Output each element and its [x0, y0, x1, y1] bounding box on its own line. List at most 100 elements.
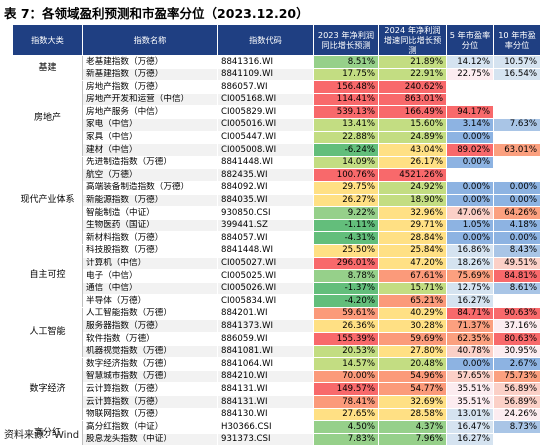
table-row: 基建 老基建指数（万德） 8841316.WI 8.51% 21.89% 14.12% 10…: [12, 54, 541, 82]
index-name-cell: 云计算指数（万德）: [82, 395, 218, 409]
index-code-cell: CI005447.WI: [217, 130, 314, 145]
growth-2023-cell: 8.78%: [313, 269, 379, 283]
index-code-cell: 884210.WI: [217, 369, 314, 384]
index-name-cell: 建材（中信）: [82, 143, 218, 157]
growth-2024-cell: 40.29%: [378, 306, 447, 321]
index-code-cell: 884130.WI: [217, 407, 314, 422]
growth-2023-cell: 13.41%: [313, 117, 379, 132]
growth-2023-cell: 7.83%: [313, 432, 379, 446]
growth-2024-cell: 7.96%: [378, 432, 447, 446]
index-code-cell: 886057.WI: [217, 80, 314, 94]
growth-2024-cell: 29.71%: [378, 218, 447, 233]
index-code-cell: 884201.WI: [217, 306, 314, 321]
pe-10y-cell: 24.26%: [493, 407, 541, 422]
index-code-cell: 882435.WI: [217, 168, 314, 182]
index-name-cell: 房地产服务（中信）: [82, 105, 218, 119]
index-name-cell: 人工智能指数（万德）: [82, 306, 218, 321]
growth-2023-cell: 26.27%: [313, 193, 379, 208]
growth-2024-cell: 4521.26%: [378, 168, 447, 182]
growth-2023-cell: -4.31%: [313, 231, 379, 245]
growth-2023-cell: 100.76%: [313, 168, 379, 182]
header-2023-growth: 2023 年净利润同比增长预测: [313, 24, 379, 56]
index-code-cell: 886059.WI: [217, 332, 314, 346]
growth-2024-cell: 54.96%: [378, 369, 447, 384]
index-code-cell: 8841448.WI: [217, 243, 314, 258]
source-note: 资料来源：Wind: [4, 430, 80, 441]
growth-2024-cell: 24.92%: [378, 180, 447, 195]
growth-2024-cell: 4.37%: [378, 420, 447, 434]
pe-5y-cell: 47.06%: [446, 206, 494, 220]
growth-2023-cell: 22.88%: [313, 130, 379, 145]
table-row: 自主可控 科技股指数（万德） 8841448.WI 25.50% 25.84% 16.86…: [12, 243, 541, 308]
pe-10y-cell: 49.51%: [493, 256, 541, 271]
pe-10y-cell: [493, 168, 541, 182]
pe-5y-cell: 40.78%: [446, 344, 494, 359]
category-cell: 人工智能: [12, 306, 83, 359]
index-code-cell: 884057.WI: [217, 231, 314, 245]
table-row: 新能源指数（万德） 884035.WI 26.27% 18.90% 0.00% 0.00%: [13, 193, 541, 208]
table-row: 半导体（万德） CI005834.WI -4.20% 65.21% 16.27%: [13, 294, 541, 308]
growth-2023-cell: -1.11%: [313, 218, 379, 233]
pe-5y-cell: 16.86%: [446, 243, 494, 258]
index-name-cell: 家电（中信）: [82, 117, 218, 132]
index-name-cell: 数字经济指数（万德）: [82, 357, 218, 371]
growth-2024-cell: 22.91%: [378, 67, 447, 82]
header-category: 指数大类: [12, 24, 83, 56]
index-code-cell: CI005025.WI: [217, 269, 314, 283]
pe-5y-cell: 0.00%: [446, 130, 494, 145]
pe-5y-cell: 0.00%: [446, 357, 494, 371]
pe-10y-cell: 2.67%: [493, 357, 541, 371]
header-pe-10y: 10 年市盈率分位: [493, 24, 541, 56]
forecast-table: 指数大类 指数名称 指数代码 2023 年净利润同比增长预测 2024 年净利润…: [12, 24, 541, 446]
category-cell: 现代产业体系: [12, 155, 83, 245]
table-row: 生物医药（国证） 399441.SZ -1.11% 29.71% 1.05% 4.18%: [13, 218, 541, 233]
index-code-cell: CI005168.WI: [217, 92, 314, 107]
growth-2024-cell: 59.69%: [378, 332, 447, 346]
growth-2023-cell: -1.37%: [313, 281, 379, 296]
index-name-cell: 老基建指数（万德）: [82, 55, 218, 69]
pe-10y-cell: [493, 92, 541, 107]
pe-10y-cell: [493, 155, 541, 170]
pe-5y-cell: 84.71%: [446, 306, 494, 321]
index-name-cell: 房地产开发和运营（中信）: [82, 92, 218, 107]
index-name-cell: 家具（中信）: [82, 130, 218, 145]
table-row: 高端装备制造指数（万德） 884092.WI 29.75% 24.92% 0.00% 0.…: [13, 180, 541, 195]
pe-5y-cell: [446, 92, 494, 107]
index-code-cell: CI005008.WI: [217, 143, 314, 157]
growth-2023-cell: 20.53%: [313, 344, 379, 359]
table-row: 建材（中信） CI005008.WI -6.24% 43.04% 89.02% 63.01…: [13, 143, 541, 157]
table-row: 人工智能 人工智能指数（万德） 884201.WI 59.61% 40.29% 84.71…: [12, 306, 541, 359]
table-row: 家电（中信） CI005016.WI 13.41% 15.60% 3.14% 7.63%: [13, 117, 541, 132]
growth-2024-cell: 30.28%: [378, 319, 447, 334]
growth-2023-cell: 27.65%: [313, 407, 379, 422]
growth-2023-cell: 25.50%: [313, 243, 379, 258]
growth-2023-cell: -4.20%: [313, 294, 379, 308]
growth-2024-cell: 240.62%: [378, 80, 447, 94]
growth-2023-cell: 14.09%: [313, 155, 379, 170]
index-code-cell: 930850.CSI: [217, 206, 314, 220]
table-row: 软件指数（万德） 886059.WI 155.39% 59.69% 62.35% 80.6…: [13, 332, 541, 346]
index-name-cell: 机器视觉指数（万德）: [82, 344, 218, 359]
index-code-cell: 884035.WI: [217, 193, 314, 208]
index-code-cell: 399441.SZ: [217, 218, 314, 233]
category-cell: 基建: [12, 54, 83, 82]
pe-5y-cell: 3.14%: [446, 117, 494, 132]
pe-10y-cell: 56.89%: [493, 382, 541, 397]
index-name-cell: 软件指数（万德）: [82, 332, 218, 346]
growth-2023-cell: 14.57%: [313, 357, 379, 371]
table-row: 房地产 房地产指数（万德） 886057.WI 156.48% 240.62%: [12, 80, 541, 157]
pe-10y-cell: 80.63%: [493, 332, 541, 346]
index-name-cell: 通信（中信）: [82, 281, 218, 296]
growth-2023-cell: 9.22%: [313, 206, 379, 220]
category-cell: 房地产: [12, 80, 83, 157]
table-row: 数字经济 数字经济指数（万德） 8841064.WI 14.57% 20.48% 0.00…: [12, 357, 541, 422]
pe-5y-cell: [446, 80, 494, 94]
index-name-cell: 新能源指数（万德）: [82, 193, 218, 208]
index-name-cell: 物联网指数（万德）: [82, 407, 218, 422]
growth-2023-cell: 17.75%: [313, 67, 379, 82]
pe-5y-cell: 94.17%: [446, 105, 494, 119]
growth-2023-cell: 29.75%: [313, 180, 379, 195]
pe-5y-cell: 0.00%: [446, 231, 494, 245]
table-row: 计算机（中信） CI005027.WI 296.01% 47.20% 18.26% 49.…: [13, 256, 541, 271]
table-title: 表 7：各领域盈利预测和市盈率分位（2023.12.20）: [4, 6, 309, 21]
